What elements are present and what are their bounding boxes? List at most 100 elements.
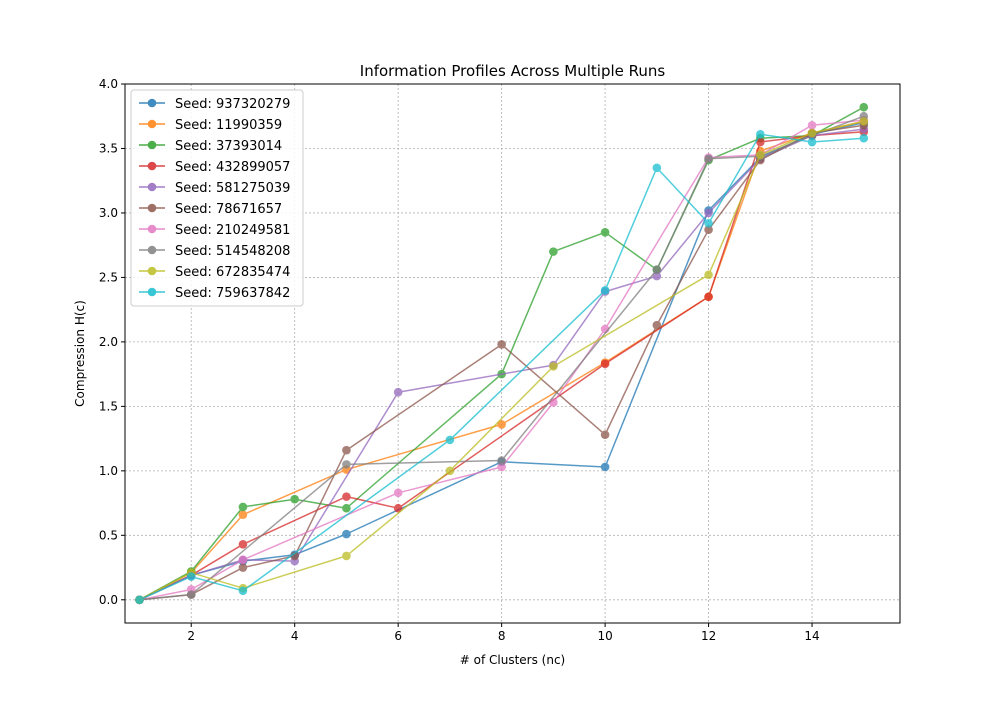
axis-ticks: 2 4 6 8 10 12 14 0.0 0.5 1.0 1.5 2.0 2.5 3.0 3.5 4.0 — [99, 77, 820, 643]
data-point — [704, 154, 713, 164]
data-point — [290, 494, 299, 504]
data-point — [807, 128, 817, 138]
data-point — [859, 117, 869, 126]
legend-item — [139, 119, 165, 129]
series-line — [139, 120, 864, 601]
legend-label: Seed: 672835474 — [175, 265, 290, 280]
data-point — [238, 510, 248, 519]
data-point — [600, 359, 610, 369]
legend-marker — [147, 203, 157, 213]
data-point — [704, 270, 713, 280]
x-tick-label: 2 — [187, 629, 195, 643]
data-point — [704, 218, 713, 228]
data-point — [238, 555, 248, 565]
data-point — [445, 435, 455, 445]
data-point — [600, 286, 610, 295]
legend-marker — [147, 266, 157, 276]
data-point — [859, 102, 869, 112]
data-point — [393, 488, 403, 498]
legend-item — [139, 266, 165, 276]
data-point — [704, 225, 713, 235]
data-point — [652, 320, 662, 330]
data-point — [186, 572, 196, 581]
data-point — [342, 460, 351, 469]
data-point — [704, 208, 713, 218]
data-point — [238, 586, 248, 596]
legend-box — [130, 89, 304, 307]
data-point — [652, 163, 662, 173]
x-tick-label: 8 — [498, 629, 506, 643]
data-point — [497, 420, 506, 429]
y-tick-label: 2.0 — [99, 335, 118, 349]
legend-label: Seed: 37393014 — [175, 139, 282, 154]
plot-frame — [124, 83, 901, 624]
data-point — [393, 503, 403, 513]
y-axis-label: Compression H(c) — [73, 300, 87, 407]
y-tick-label: 0.5 — [99, 528, 118, 542]
data-point — [135, 595, 144, 605]
data-point — [342, 551, 351, 561]
legend: Seed: 937320279 Seed: 11990359 Seed: 37393… — [130, 89, 304, 307]
y-tick-label: 2.5 — [99, 270, 118, 284]
legend-label: Seed: 11990359 — [175, 118, 282, 133]
series-line — [139, 120, 864, 601]
y-tick-label: 0.0 — [99, 593, 118, 607]
data-point — [342, 503, 351, 513]
data-point — [600, 430, 610, 440]
y-tick-label: 3.0 — [99, 206, 118, 220]
series-line — [139, 133, 864, 601]
legend-marker — [147, 119, 157, 129]
legend-item — [139, 98, 165, 108]
data-point — [497, 340, 506, 349]
data-point — [549, 247, 558, 256]
legend-item — [139, 203, 165, 213]
x-tick-label: 4 — [291, 629, 299, 643]
chart-title: Information Profiles Across Multiple Run… — [360, 62, 666, 80]
series-line — [139, 124, 864, 601]
series-9 — [135, 117, 869, 605]
data-point — [445, 466, 455, 476]
x-tick-label: 12 — [701, 629, 716, 643]
legend-label: Seed: 581275039 — [175, 181, 290, 196]
data-point — [859, 133, 869, 143]
data-point — [549, 362, 558, 371]
y-tick-label: 1.0 — [99, 464, 118, 478]
data-point — [186, 590, 196, 599]
legend-label: Seed: 759637842 — [175, 286, 290, 301]
data-point — [497, 456, 506, 465]
legend-item — [139, 287, 165, 297]
series-10 — [135, 129, 869, 605]
y-tick-label: 3.5 — [99, 141, 118, 155]
legend-label: Seed: 432899057 — [175, 160, 290, 175]
data-point — [756, 137, 765, 147]
legend-label: Seed: 937320279 — [175, 97, 290, 112]
legend-item — [139, 224, 165, 234]
data-point — [652, 265, 662, 274]
legend-item — [139, 182, 165, 192]
data-point — [238, 563, 248, 572]
legend-marker — [147, 140, 157, 150]
legend-marker — [147, 245, 157, 255]
data-point — [704, 292, 713, 302]
legend-marker — [147, 224, 157, 234]
legend-label: Seed: 78671657 — [175, 202, 282, 217]
data-point — [756, 150, 765, 160]
data-point — [238, 502, 248, 512]
legend-label: Seed: 514548208 — [175, 244, 290, 259]
x-tick-label: 14 — [804, 629, 819, 643]
data-point — [652, 271, 662, 281]
data-point — [238, 540, 248, 549]
y-tick-label: 4.0 — [99, 77, 118, 91]
data-point — [756, 129, 765, 139]
data-point — [393, 387, 403, 397]
legend-marker — [147, 287, 157, 297]
legend-item — [139, 245, 165, 255]
legend-item — [139, 140, 165, 150]
data-point — [600, 227, 610, 237]
y-tick-label: 1.5 — [99, 399, 118, 413]
series-group — [135, 102, 869, 605]
x-tick-label: 10 — [597, 629, 612, 643]
legend-marker — [147, 161, 157, 171]
